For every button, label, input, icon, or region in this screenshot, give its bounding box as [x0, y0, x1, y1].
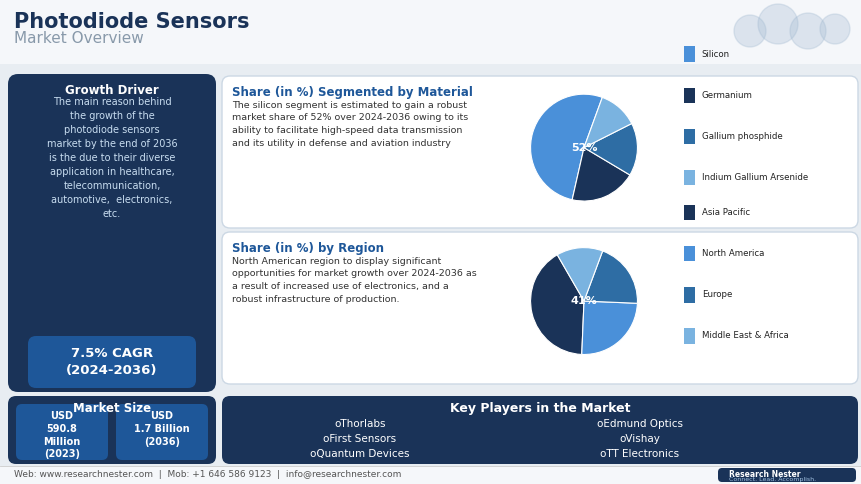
- FancyBboxPatch shape: [116, 404, 208, 460]
- Text: Growth Driver: Growth Driver: [65, 84, 158, 97]
- Wedge shape: [530, 255, 584, 354]
- Wedge shape: [584, 97, 631, 148]
- Text: Asia Pacific: Asia Pacific: [701, 208, 749, 217]
- Text: North America: North America: [701, 249, 763, 258]
- FancyBboxPatch shape: [717, 468, 855, 482]
- Text: Web: www.researchnester.com  |  Mob: +1 646 586 9123  |  info@researchnester.com: Web: www.researchnester.com | Mob: +1 64…: [14, 470, 401, 479]
- Circle shape: [734, 15, 765, 47]
- FancyBboxPatch shape: [0, 0, 861, 64]
- Text: USD
1.7 Billion
(2036): USD 1.7 Billion (2036): [134, 411, 189, 447]
- Text: Market Size: Market Size: [73, 402, 151, 415]
- FancyBboxPatch shape: [222, 396, 857, 464]
- FancyBboxPatch shape: [16, 404, 108, 460]
- Text: Photodiode Sensors: Photodiode Sensors: [14, 12, 249, 32]
- Text: North American region to display significant
opportunities for market growth ove: North American region to display signifi…: [232, 257, 476, 303]
- Text: oQuantum Devices: oQuantum Devices: [310, 449, 409, 459]
- Wedge shape: [556, 248, 602, 301]
- Wedge shape: [572, 148, 629, 201]
- Text: Research Nester: Research Nester: [728, 470, 800, 479]
- Text: oThorlabs: oThorlabs: [334, 419, 386, 429]
- Text: Share (in %) Segmented by Material: Share (in %) Segmented by Material: [232, 86, 473, 99]
- Text: Indium Gallium Arsenide: Indium Gallium Arsenide: [701, 173, 807, 182]
- Wedge shape: [530, 94, 602, 200]
- Text: Germanium: Germanium: [701, 91, 752, 100]
- FancyBboxPatch shape: [28, 336, 195, 388]
- Text: Share (in %) by Region: Share (in %) by Region: [232, 242, 383, 255]
- Text: oVishay: oVishay: [619, 434, 660, 444]
- FancyBboxPatch shape: [8, 74, 216, 392]
- FancyBboxPatch shape: [0, 466, 861, 484]
- Wedge shape: [581, 301, 636, 354]
- Text: Connect. Lead. Accomplish.: Connect. Lead. Accomplish.: [728, 477, 815, 482]
- Text: 52%: 52%: [570, 143, 597, 152]
- FancyBboxPatch shape: [4, 70, 857, 396]
- FancyBboxPatch shape: [8, 396, 216, 464]
- Text: Gallium phosphide: Gallium phosphide: [701, 132, 782, 141]
- Wedge shape: [584, 123, 636, 175]
- Text: Market Overview: Market Overview: [14, 31, 144, 46]
- Text: oEdmund Optics: oEdmund Optics: [597, 419, 682, 429]
- Wedge shape: [584, 251, 636, 303]
- Text: oTT Electronics: oTT Electronics: [600, 449, 678, 459]
- FancyBboxPatch shape: [222, 232, 857, 384]
- Text: Europe: Europe: [701, 290, 731, 299]
- Text: The main reason behind
the growth of the
photodiode sensors
market by the end of: The main reason behind the growth of the…: [46, 97, 177, 219]
- Circle shape: [819, 14, 849, 44]
- Text: Middle East & Africa: Middle East & Africa: [701, 332, 788, 340]
- FancyBboxPatch shape: [222, 76, 857, 228]
- Text: The silicon segment is estimated to gain a robust
market share of 52% over 2024-: The silicon segment is estimated to gain…: [232, 101, 468, 148]
- Circle shape: [757, 4, 797, 44]
- Circle shape: [789, 13, 825, 49]
- Text: USD
590.8
Million
(2023): USD 590.8 Million (2023): [43, 411, 81, 459]
- Text: 41%: 41%: [570, 296, 597, 306]
- Text: Silicon: Silicon: [701, 50, 729, 59]
- Text: oFirst Sensors: oFirst Sensors: [323, 434, 396, 444]
- Text: Key Players in the Market: Key Players in the Market: [449, 402, 629, 415]
- Text: 7.5% CAGR
(2024-2036): 7.5% CAGR (2024-2036): [66, 347, 158, 377]
